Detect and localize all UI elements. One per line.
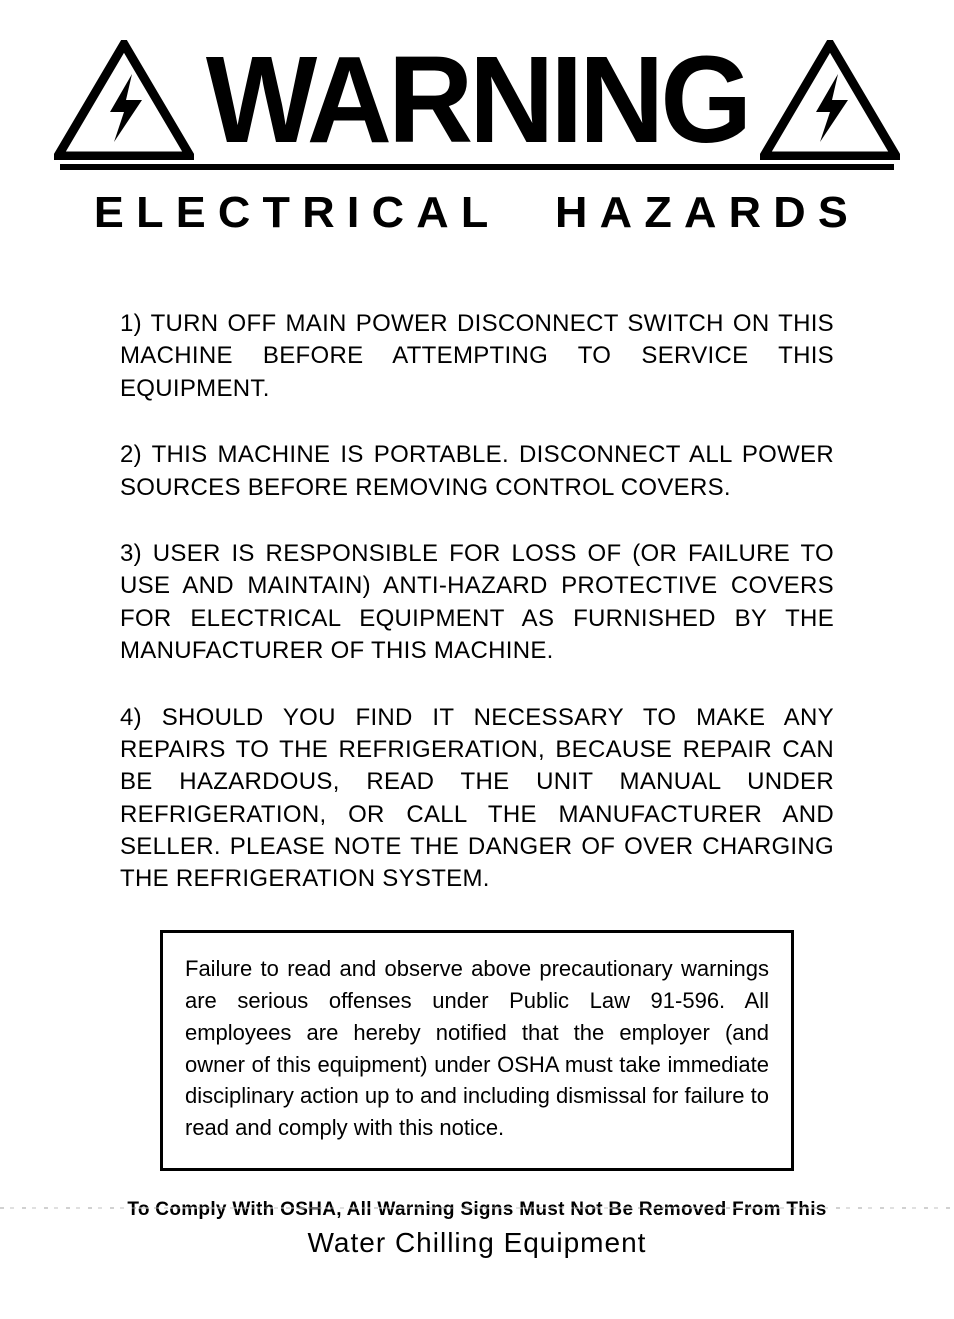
warning-item-4: 4) SHOULD YOU FIND IT NECESSARY TO MAKE … — [120, 702, 834, 896]
warning-item-1: 1) TURN OFF MAIN POWER DISCONNECT SWITCH… — [120, 308, 834, 405]
electrical-hazard-icon — [760, 40, 900, 160]
subheader: ELECTRICAL HAZARDS — [52, 188, 903, 238]
scan-artifact-line — [0, 1207, 954, 1209]
warning-paragraphs: 1) TURN OFF MAIN POWER DISCONNECT SWITCH… — [120, 308, 834, 1259]
legal-notice-box: Failure to read and observe above precau… — [160, 930, 794, 1171]
footer-line-1: To Comply With OSHA, All Warning Signs M… — [120, 1199, 834, 1221]
footer-line-2: Water Chilling Equipment — [120, 1227, 834, 1259]
header-row: WARNING — [60, 40, 894, 170]
electrical-hazard-icon — [54, 40, 194, 160]
warning-item-2: 2) THIS MACHINE IS PORTABLE. DISCONNECT … — [120, 439, 834, 504]
warning-sign-page: WARNING ELECTRICAL HAZARDS 1) TURN OFF M… — [0, 0, 954, 1319]
legal-notice-text: Failure to read and observe above precau… — [185, 953, 769, 1144]
warning-title: WARNING — [206, 38, 748, 162]
warning-item-3: 3) USER IS RESPONSIBLE FOR LOSS OF (OR F… — [120, 538, 834, 668]
